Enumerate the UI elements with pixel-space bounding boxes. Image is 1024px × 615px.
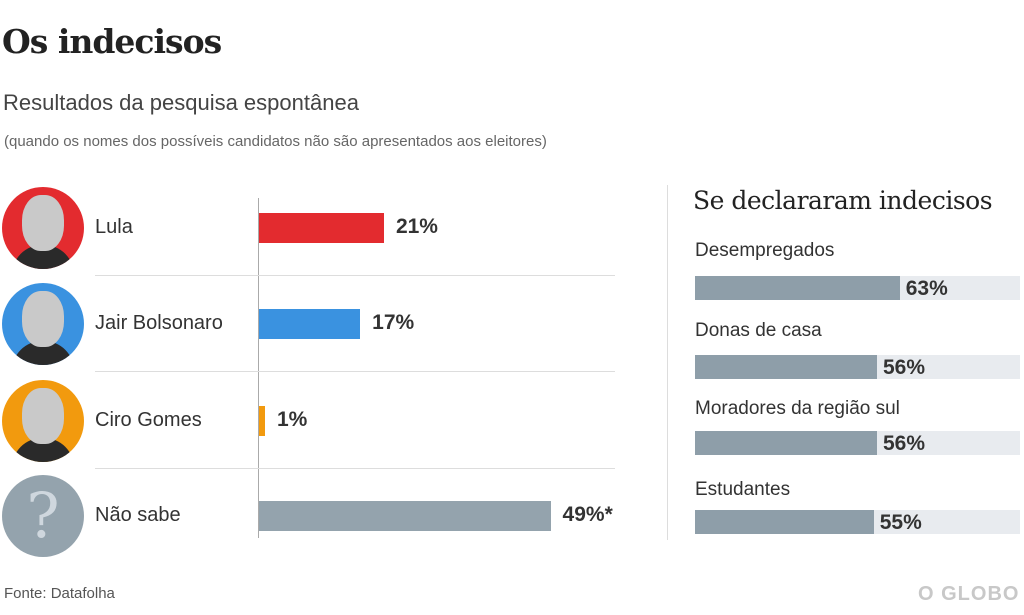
group-label: Donas de casa	[695, 320, 822, 341]
group-label: Moradores da região sul	[695, 398, 900, 419]
data-label: 17%	[372, 311, 415, 334]
bar	[695, 510, 874, 534]
candidate-avatar	[2, 380, 84, 462]
data-label: 63%	[905, 277, 948, 300]
bar	[259, 309, 361, 339]
data-label: 56%	[883, 432, 926, 455]
bar	[259, 406, 265, 436]
chart-axis-line	[258, 198, 259, 538]
bar-track: 63%	[695, 276, 1020, 300]
bar	[259, 213, 384, 243]
group-label: Desempregados	[695, 240, 835, 261]
bar	[259, 501, 551, 531]
panel-divider	[667, 185, 668, 540]
page-title: Os indecisos	[2, 22, 222, 61]
category-label: Não sabe	[95, 504, 181, 526]
source-note: Fonte: Datafolha	[4, 585, 115, 602]
group-label: Estudantes	[695, 479, 791, 500]
bar-track: 56%	[695, 355, 1020, 379]
o-globo-logo: O GLOBO	[918, 583, 1020, 605]
category-label: Jair Bolsonaro	[95, 312, 223, 334]
bar	[695, 276, 900, 300]
chart-subtitle: Resultados da pesquisa espontânea	[3, 90, 359, 115]
data-label: 56%	[883, 356, 926, 379]
data-label: 49%*	[562, 503, 613, 526]
bar-track: 55%	[695, 510, 1020, 534]
candidate-avatar	[2, 187, 84, 269]
bar	[695, 431, 877, 455]
bar	[695, 355, 877, 379]
data-label: 55%	[879, 511, 922, 534]
category-label: Lula	[95, 216, 133, 238]
chart-note: (quando os nomes dos possíveis candidato…	[4, 133, 547, 150]
row-separator	[95, 275, 615, 276]
bar-track: 56%	[695, 431, 1020, 455]
category-label: Ciro Gomes	[95, 409, 202, 431]
unknown-avatar: ?	[2, 475, 84, 557]
row-separator	[95, 371, 615, 372]
right-panel-title: Se declararam indecisos	[693, 186, 993, 215]
question-mark-icon: ?	[26, 479, 60, 552]
data-label: 21%	[395, 215, 438, 238]
avatar-face	[22, 388, 64, 444]
candidate-avatar	[2, 283, 84, 365]
row-separator	[95, 468, 615, 469]
avatar-face	[22, 291, 64, 347]
data-label: 1%	[276, 408, 308, 431]
avatar-face	[22, 195, 64, 251]
